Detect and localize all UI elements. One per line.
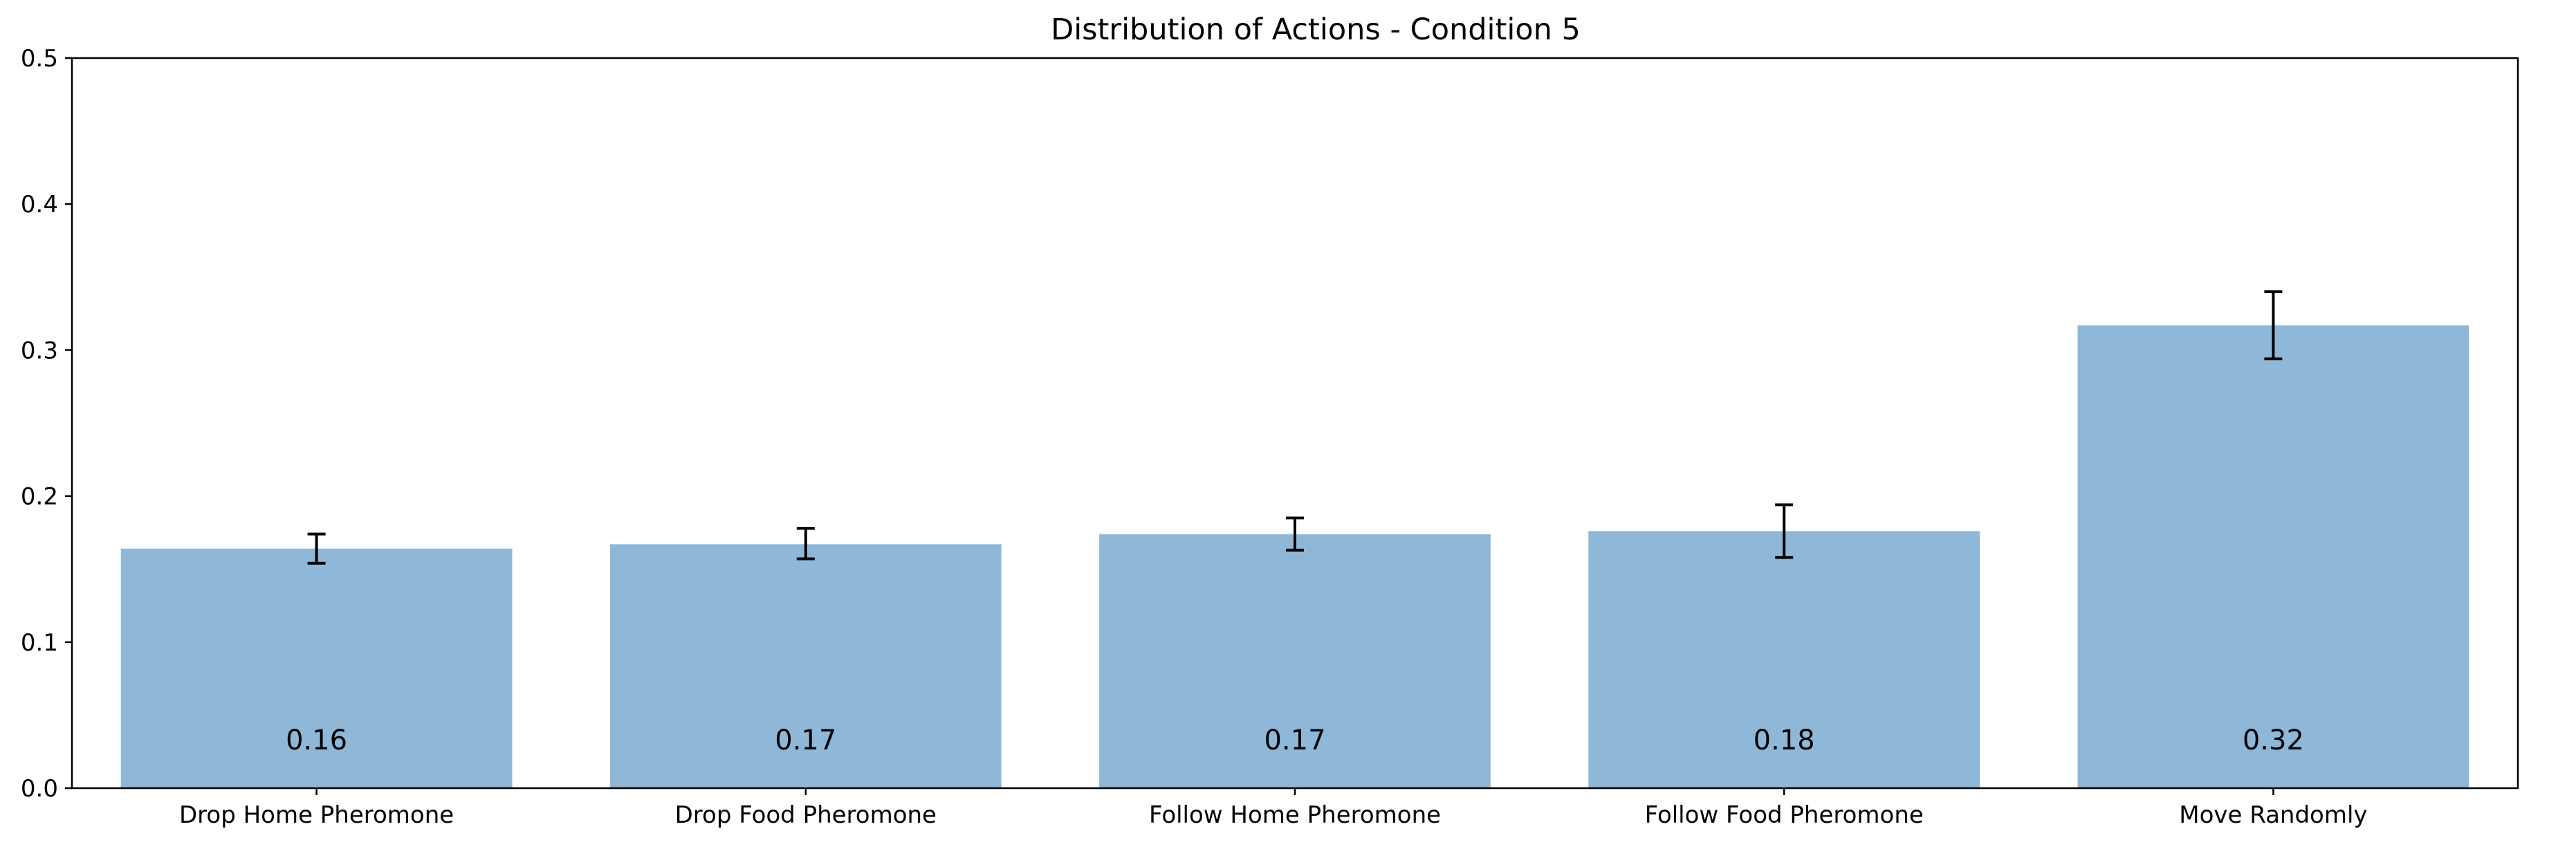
bar-0 — [120, 548, 513, 788]
value-label-3: 0.18 — [1754, 725, 1815, 756]
bar-1 — [609, 544, 1002, 788]
value-label-1: 0.17 — [775, 725, 836, 756]
value-label-2: 0.17 — [1264, 725, 1325, 756]
y-tick-label-1: 0.1 — [21, 629, 58, 657]
plot-area: 0.16 0.17 0.17 0.18 0.32 0.0 0.1 0.2 0.3 0.4 0.5 Dr… — [21, 45, 2519, 829]
y-tick-label-0: 0.0 — [21, 775, 58, 803]
bar-2 — [1099, 534, 1491, 788]
y-tick-label-5: 0.5 — [21, 45, 58, 73]
bar-3 — [1588, 531, 1980, 788]
x-tick-label-0: Drop Home Pheromone — [179, 801, 454, 829]
x-tick-label-2: Follow Home Pheromone — [1149, 801, 1441, 829]
y-tick-label-4: 0.4 — [21, 191, 58, 218]
bar-4 — [2077, 325, 2469, 789]
y-tick-label-3: 0.3 — [21, 337, 58, 364]
value-label-0: 0.16 — [286, 725, 347, 756]
x-tick-label-4: Move Randomly — [2179, 801, 2367, 829]
value-label-4: 0.32 — [2243, 725, 2304, 756]
x-tick-label-3: Follow Food Pheromone — [1645, 801, 1924, 829]
x-tick-label-1: Drop Food Pheromone — [675, 801, 937, 829]
y-tick-label-2: 0.2 — [21, 483, 58, 511]
chart-title: Distribution of Actions - Condition 5 — [1051, 12, 1581, 47]
